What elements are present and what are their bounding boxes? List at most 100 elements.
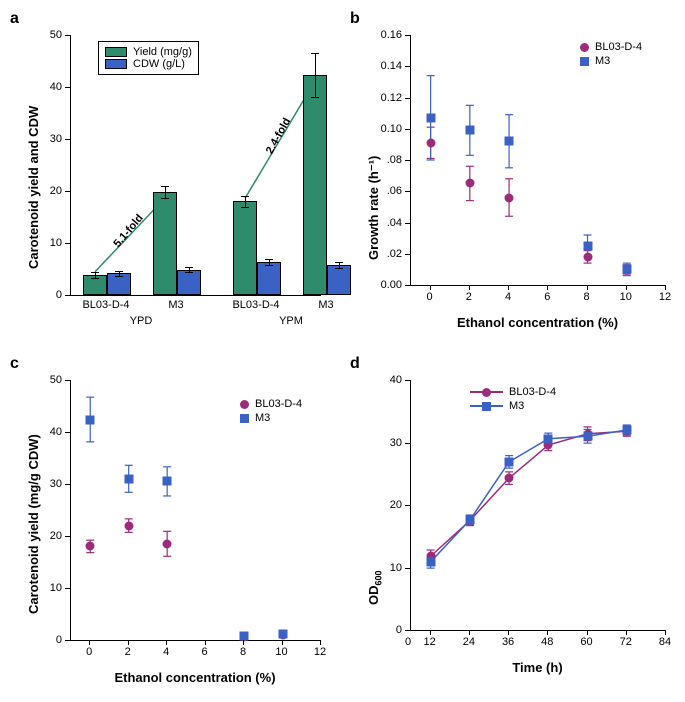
legend-item: M3 [580,55,642,67]
xtick-label: 24 [463,636,475,648]
ytick-label: 40 [372,374,402,386]
xtick-mark [320,640,321,645]
square-marker [583,241,592,250]
group-label: BL03-D-4 [82,299,129,311]
xtick-mark [128,640,129,645]
ytick-mark [65,295,70,296]
ytick-mark [405,160,410,161]
circle-marker [124,521,133,530]
ytick-mark [405,568,410,569]
legend-swatch [105,47,127,57]
group-label: M3 [318,299,333,311]
square-marker [163,477,172,486]
ytick-label: .04 [372,217,402,229]
square-marker [583,432,592,441]
xtick-mark [469,630,470,635]
super-group-label: YPD [130,315,153,327]
xtick-label: 6 [544,291,550,303]
ytick-label: 40 [32,81,62,93]
circle-icon [240,400,249,409]
xtick-label: 60 [580,636,592,648]
group-label: M3 [168,299,183,311]
xtick-mark [282,640,283,645]
ytick-mark [405,66,410,67]
ytick-label: 50 [32,374,62,386]
panel-d-xlabel: Time (h) [512,660,562,675]
ytick-mark [65,640,70,641]
error-cap [185,272,193,273]
square-marker [278,630,287,639]
legend-item: BL03-D-4 [580,41,642,53]
xtick-label: 2 [125,646,131,658]
circle-marker [505,193,514,202]
ytick-mark [405,380,410,381]
panel-a-legend: Yield (mg/g)CDW (g/L) [98,41,199,75]
panel-b-ylabel: Growth rate (h⁻¹) [366,156,382,260]
bar [177,270,201,295]
ytick-mark [65,484,70,485]
ytick-mark [405,98,410,99]
error-cap [115,276,123,277]
xtick-label: 12 [659,291,671,303]
ytick-mark [65,87,70,88]
legend-label: BL03-D-4 [255,398,302,410]
ytick-label: 20 [32,185,62,197]
ytick-label: 30 [32,133,62,145]
xtick-label: 72 [620,636,632,648]
error-cap [311,97,319,98]
ytick-label: 0.10 [372,123,402,135]
circle-marker [583,252,592,261]
panel-d-label: d [350,355,360,373]
legend-label: BL03-D-4 [595,41,642,53]
error-bar [315,53,316,98]
xtick-label: 0 [86,646,92,658]
ytick-label: 20 [372,499,402,511]
ytick-label: 0 [372,624,402,636]
ytick-mark [65,380,70,381]
xtick-mark [547,630,548,635]
panel-a-label: a [10,10,19,28]
ytick-mark [65,139,70,140]
xtick-mark [665,285,666,290]
ytick-label: 10 [372,562,402,574]
error-bar [165,186,166,198]
ytick-label: 0 [32,634,62,646]
xtick-mark [469,285,470,290]
legend-label: Yield (mg/g) [133,46,192,58]
panel-d-ylabel: OD600 [366,570,384,605]
circle-icon [580,43,589,52]
panel-d-plot [410,380,666,631]
panel-c: c Carotenoid yield (mg/g CDW) Ethanol co… [10,355,335,695]
square-marker [240,632,249,641]
circle-marker [465,179,474,188]
legend-label: BL03-D-4 [509,386,556,398]
ytick-mark [405,630,410,631]
bar [303,75,327,295]
error-cap [115,271,123,272]
panel-b-legend: BL03-D-4 M3 [580,41,642,69]
error-cap [311,53,319,54]
xtick-label: 48 [541,636,553,648]
xtick-label: 0 [405,636,411,648]
legend-label: M3 [509,400,524,412]
error-cap [335,262,343,263]
ytick-mark [65,35,70,36]
legend-label: M3 [255,412,270,424]
legend-label: CDW (g/L) [133,58,185,70]
square-marker [465,516,474,525]
panel-d-legend: BL03-D-4 M3 [470,386,556,414]
circle-marker [426,138,435,147]
ytick-mark [405,254,410,255]
ytick-label: 0.12 [372,92,402,104]
legend-label: M3 [595,55,610,67]
ytick-label: .08 [372,154,402,166]
ytick-label: .06 [372,185,402,197]
xtick-mark [89,640,90,645]
ytick-mark [65,588,70,589]
ytick-mark [405,285,410,286]
xtick-label: 10 [620,291,632,303]
xtick-label: 10 [275,646,287,658]
legend-item: M3 [240,412,302,424]
ytick-mark [405,35,410,36]
circle-marker [86,542,95,551]
